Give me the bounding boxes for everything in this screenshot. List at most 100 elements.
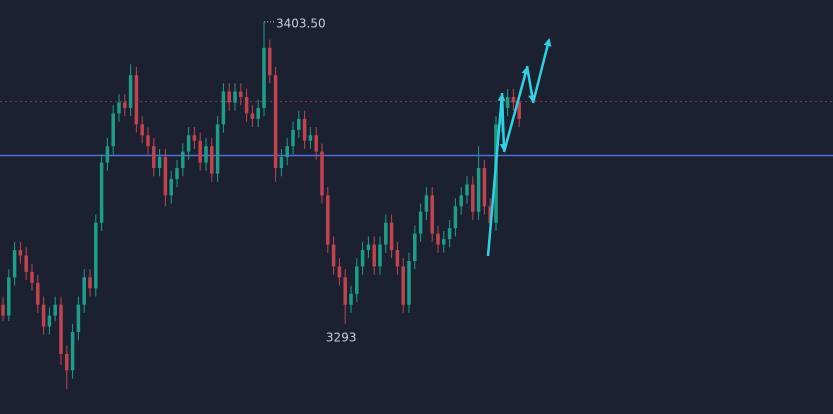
candle-body: [355, 266, 359, 294]
candle-body: [111, 113, 115, 147]
candle-body: [30, 271, 34, 283]
candle-body: [442, 239, 446, 245]
candle-body: [1, 304, 5, 316]
drawing-arrows: [486, 38, 552, 257]
candle-body: [186, 135, 191, 152]
high-label: 3403.50: [276, 16, 326, 30]
candle-body: [94, 222, 98, 289]
candle-body: [221, 91, 226, 125]
candle-body: [134, 75, 139, 125]
candle-body: [436, 233, 440, 245]
arrow: [525, 65, 536, 103]
candle-body: [505, 97, 510, 108]
candle-body: [181, 151, 185, 169]
candle-body: [163, 157, 168, 196]
candle-body: [262, 47, 266, 108]
candle-body: [47, 315, 52, 327]
candle-body: [476, 168, 481, 212]
candle-body: [140, 124, 144, 136]
candle-body: [384, 222, 388, 245]
candle-body: [430, 195, 434, 234]
candle-body: [279, 157, 284, 169]
candle-body: [459, 195, 463, 207]
candle-body: [297, 118, 301, 130]
candle-body: [76, 304, 81, 333]
candle-body: [204, 146, 208, 163]
candle-body: [413, 233, 417, 261]
candle-body: [372, 244, 376, 267]
candle-body: [175, 168, 179, 179]
candle-body: [7, 277, 11, 316]
candle-body: [244, 97, 249, 114]
candle-body: [146, 135, 150, 147]
candle-body: [12, 250, 17, 278]
candle-body: [24, 255, 28, 272]
candle-body: [88, 277, 92, 289]
candle-body: [99, 162, 104, 223]
candle-body: [268, 47, 272, 76]
candle-body: [41, 304, 46, 327]
arrow: [486, 93, 506, 257]
candle-body: [105, 146, 110, 163]
candle-body: [517, 102, 521, 119]
candle-body: [418, 211, 423, 234]
arrow: [531, 38, 552, 104]
labels: 3403.50 3293: [264, 16, 356, 344]
candle-body: [389, 222, 394, 251]
candle-body: [511, 97, 516, 103]
candle-body: [465, 184, 469, 196]
candle-body: [227, 91, 231, 103]
candle-body: [157, 157, 162, 169]
candle-body: [482, 168, 487, 207]
candle-body: [407, 260, 411, 305]
candle-body: [366, 244, 371, 251]
candle-body: [308, 135, 313, 141]
candle-body: [18, 250, 23, 256]
arrow: [499, 92, 508, 152]
candle-body: [360, 250, 365, 267]
candle-body: [337, 266, 342, 278]
low-label: 3293: [326, 330, 357, 344]
candle-body: [331, 244, 336, 267]
candle-body: [152, 146, 156, 169]
candle-body: [36, 282, 40, 305]
candle-body: [65, 353, 69, 371]
candle-body: [233, 91, 237, 103]
candle-body: [378, 244, 382, 267]
candle-body: [285, 146, 289, 158]
candle-body: [471, 184, 475, 212]
candle-body: [128, 75, 133, 108]
candle-body: [123, 102, 127, 108]
candle-body: [488, 206, 492, 223]
candle-body: [349, 293, 353, 305]
candle-body: [291, 129, 295, 147]
candle-body: [250, 113, 255, 119]
candle-body: [453, 206, 458, 229]
candle-body: [256, 107, 260, 119]
candle-body: [314, 135, 318, 152]
arrow: [502, 66, 530, 153]
candle-body: [53, 304, 57, 316]
candle-body: [273, 75, 278, 169]
candle-body: [169, 178, 173, 196]
candle-body: [401, 266, 405, 305]
candle-body: [447, 228, 452, 240]
candle-body: [82, 277, 86, 305]
candle-body: [320, 151, 324, 196]
candle-body: [302, 118, 307, 141]
price-lines: [0, 101, 833, 157]
candle-body: [326, 195, 330, 245]
candle-body: [198, 140, 202, 163]
candle-body: [395, 250, 400, 267]
candle-body: [70, 332, 75, 371]
candle-body: [343, 277, 347, 305]
candle-body: [424, 195, 429, 212]
candle-body: [59, 304, 63, 354]
candle-body: [239, 91, 243, 98]
candle-body: [192, 135, 197, 141]
candle-body: [210, 146, 214, 174]
candle-body: [117, 102, 121, 114]
